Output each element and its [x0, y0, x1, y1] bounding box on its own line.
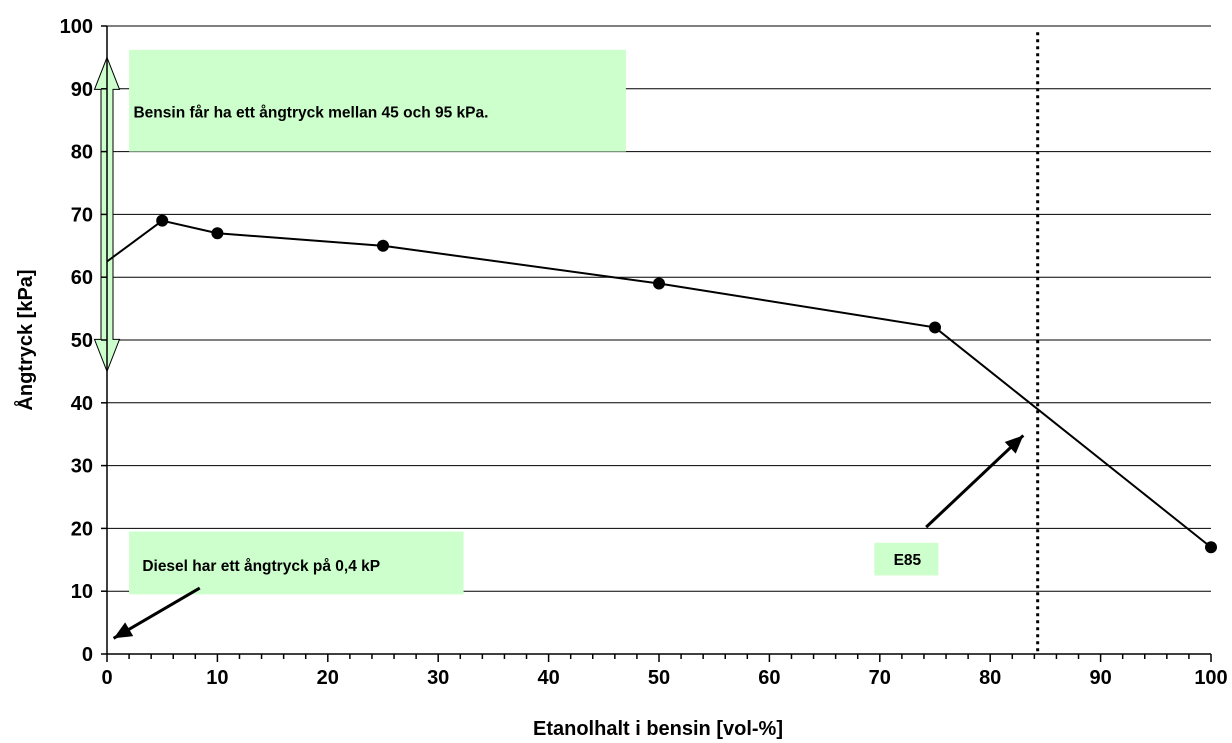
y-tick-label: 50 [71, 330, 93, 352]
diesel-note-text: Diesel har ett ångtryck på 0,4 kP [142, 558, 380, 575]
gasoline-note-box [129, 49, 626, 152]
data-point [377, 239, 389, 252]
x-tick-label: 70 [869, 667, 891, 689]
axes [101, 25, 1212, 662]
x-tick-label: 60 [758, 667, 780, 689]
y-tick-label: 40 [71, 393, 93, 415]
diesel-arrow-head [113, 622, 134, 639]
x-tick-label: 40 [537, 667, 559, 689]
y-tick-label: 90 [71, 79, 93, 101]
y-tick-label: 60 [71, 267, 93, 289]
x-tick-label: 10 [206, 667, 228, 689]
x-tick-label: 20 [317, 667, 339, 689]
e85-note-box [874, 542, 939, 576]
data-point [929, 321, 941, 334]
data-point [1205, 541, 1217, 554]
y-tick-label: 0 [82, 644, 93, 666]
y-tick-label: 30 [71, 456, 93, 478]
tick-labels: 0 10 20 30 40 50 60 70 80 90 100 0 10 20 30 40 50 60 70 80 9… [60, 16, 1228, 689]
data-point [156, 214, 169, 227]
x-tick-label: 50 [648, 667, 670, 689]
gasoline-note-text: Bensin får ha ett ångtryck mellan 45 och… [133, 105, 488, 122]
data-point [653, 277, 665, 290]
x-tick-label: 90 [1089, 667, 1111, 689]
series-line [106, 219, 1212, 549]
e85-note-text: E85 [894, 552, 922, 569]
x-tick-label: 100 [1194, 667, 1227, 689]
data-series [106, 214, 1217, 554]
y-tick-label: 10 [71, 581, 93, 603]
diesel-arrow [112, 586, 201, 640]
x-tick-label: 80 [979, 667, 1001, 689]
e85-arrow-head [1004, 435, 1024, 454]
y-tick-label: 20 [71, 518, 93, 540]
x-axis-title: Etanolhalt i bensin [vol-%] [533, 718, 783, 740]
y-tick-label: 100 [60, 16, 93, 38]
data-point [211, 227, 224, 240]
x-tick-label: 30 [427, 667, 449, 689]
diesel-note-box [129, 531, 464, 595]
annotations: Bensin får ha ett ångtryck mellan 45 och… [93, 49, 1025, 640]
e85-arrow-shaft [925, 434, 1025, 529]
gridlines [107, 25, 1211, 654]
x-tick-label: 0 [101, 667, 112, 689]
e85-arrow [925, 434, 1025, 529]
y-tick-label: 80 [71, 142, 93, 164]
y-axis-title: Ångtryck [kPa] [13, 269, 37, 410]
y-tick-label: 70 [71, 204, 93, 226]
